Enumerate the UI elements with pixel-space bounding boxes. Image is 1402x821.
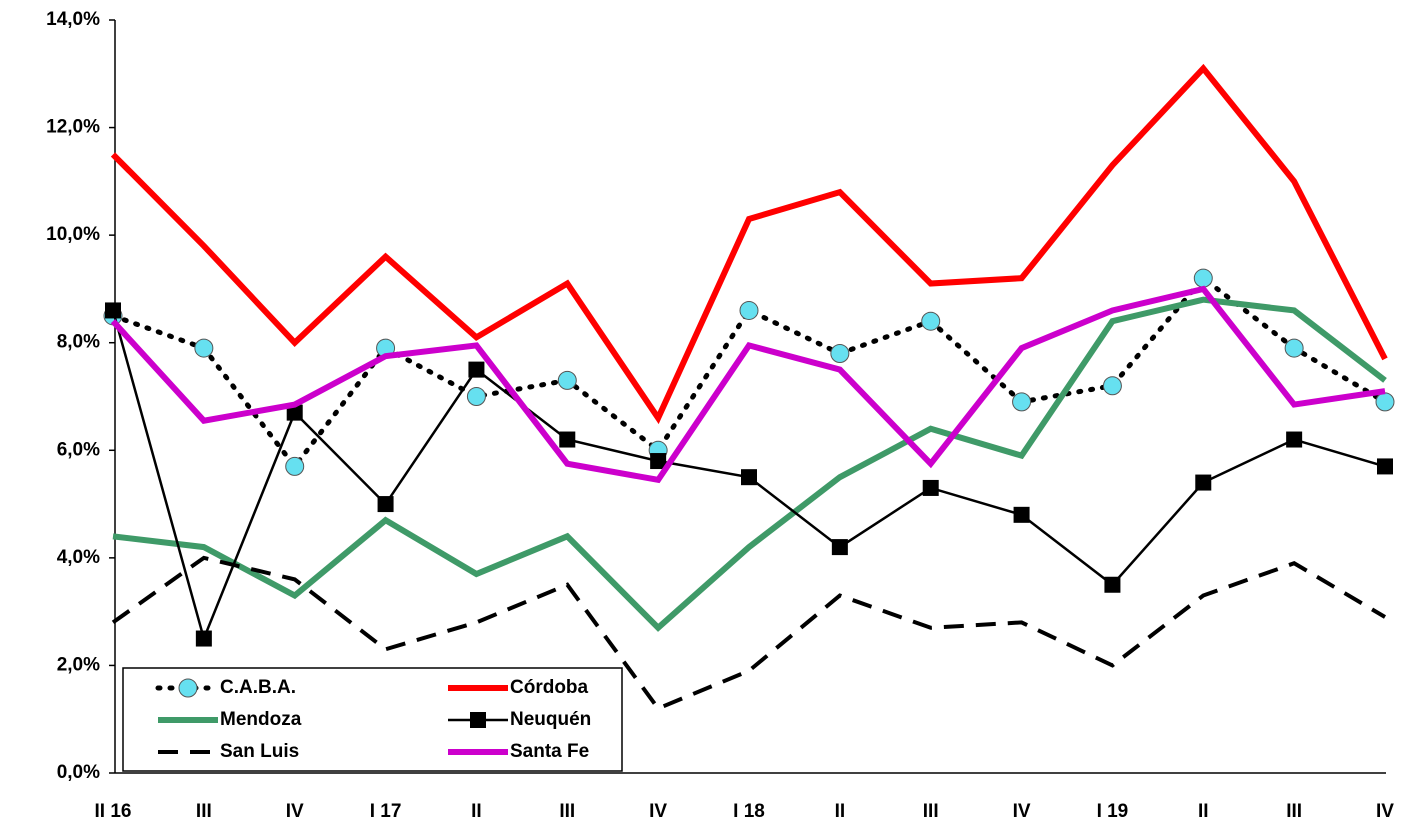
point <box>1377 458 1393 475</box>
x-tick-label: IV <box>1013 801 1031 821</box>
legend-label: Neuquén <box>510 709 591 730</box>
point <box>1193 268 1213 288</box>
point <box>285 456 305 476</box>
x-tick-label: III <box>1286 801 1302 821</box>
series-line <box>110 285 1386 484</box>
point <box>377 496 394 513</box>
legend-marker <box>178 678 198 698</box>
y-tick-label: 4,0% <box>57 547 100 568</box>
point <box>286 404 303 421</box>
legend-marker <box>470 712 486 728</box>
x-tick-label: III <box>559 801 575 821</box>
point <box>557 370 577 390</box>
point <box>831 539 848 556</box>
point <box>1284 338 1304 358</box>
x-tick-label: IV <box>286 801 304 821</box>
x-tick-label: III <box>923 801 939 821</box>
point <box>1102 376 1122 396</box>
y-tick-label: 12,0% <box>46 117 100 138</box>
y-tick-label: 14,0% <box>46 9 100 30</box>
point <box>466 387 486 406</box>
y-tick-label: 0,0% <box>57 762 100 783</box>
point <box>1375 392 1395 412</box>
point <box>195 630 212 647</box>
point <box>830 343 850 363</box>
x-tick-label: II 16 <box>95 801 132 821</box>
point <box>1286 431 1303 448</box>
point <box>1012 392 1032 412</box>
series-line <box>110 63 1388 425</box>
y-tick-label: 2,0% <box>57 654 100 675</box>
x-tick-label: IV <box>649 801 667 821</box>
point <box>1104 576 1121 593</box>
point <box>922 479 939 496</box>
point <box>921 311 941 331</box>
legend-label: C.A.B.A. <box>220 677 296 698</box>
series-line <box>112 296 1387 632</box>
series-line <box>111 555 1387 711</box>
point <box>1195 474 1212 491</box>
x-tick-label: II <box>1198 801 1209 821</box>
x-tick-label: I 18 <box>733 801 765 821</box>
point <box>741 469 757 486</box>
legend-label: Mendoza <box>220 709 302 730</box>
y-tick-label: 6,0% <box>57 439 100 460</box>
x-tick-label: III <box>196 801 212 821</box>
point <box>650 453 667 470</box>
legend-label: Córdoba <box>510 677 589 698</box>
x-tick-label: I 19 <box>1097 801 1129 821</box>
y-tick-label: 10,0% <box>46 224 100 245</box>
x-tick-label: IV <box>1376 801 1394 821</box>
x-tick-label: II <box>835 801 846 821</box>
legend-label: San Luis <box>220 741 299 762</box>
point <box>194 338 214 358</box>
point <box>468 361 485 378</box>
point <box>559 431 576 448</box>
x-tick-label: I 17 <box>370 801 402 821</box>
y-tick-label: 8,0% <box>57 332 100 353</box>
x-tick-label: II <box>471 801 482 821</box>
point <box>105 302 121 319</box>
legend-label: Santa Fe <box>510 741 589 762</box>
point <box>1013 506 1030 523</box>
point <box>739 300 759 320</box>
